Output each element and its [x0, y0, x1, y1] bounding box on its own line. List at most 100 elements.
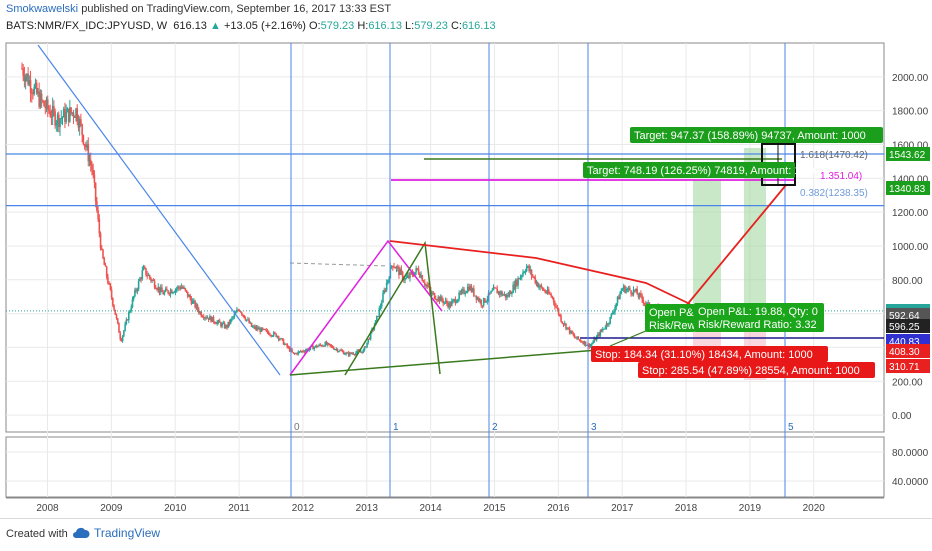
candle-body — [554, 302, 556, 307]
candle-body — [344, 353, 346, 355]
drawing-layer — [6, 43, 884, 497]
high-value: 616.13 — [368, 20, 402, 32]
candle-body — [640, 293, 642, 296]
price-tag: 596.25 — [889, 322, 920, 333]
candle-body — [566, 327, 568, 329]
price-tag: 440.83 — [889, 337, 920, 348]
candle-body — [153, 280, 156, 288]
candle-body — [227, 321, 230, 328]
candle-body — [447, 303, 449, 308]
price-tag: 408.30 — [889, 347, 920, 358]
author-link[interactable]: Smokwawelski — [6, 3, 79, 15]
stop-label-bg — [638, 362, 875, 378]
brand-name: TradingView — [94, 526, 161, 540]
target-label: Target: 748.19 (126.25%) 74819, Amount: … — [587, 165, 819, 177]
candle-body — [403, 279, 405, 281]
price-tag-bg — [886, 181, 930, 195]
candle-body — [189, 295, 191, 299]
candle-body — [379, 306, 382, 309]
candle-body — [168, 293, 171, 295]
indicator-pane — [5, 436, 885, 498]
candle-body — [329, 343, 331, 346]
candle-body — [620, 290, 623, 294]
close-value: 616.13 — [461, 20, 496, 32]
candle-body — [82, 134, 85, 145]
candle-body — [622, 286, 625, 289]
candle-body — [390, 265, 393, 267]
y-tick-label: 1200.00 — [892, 208, 929, 219]
candle-body — [555, 306, 557, 308]
candle-body — [275, 333, 277, 337]
candle-body — [295, 353, 297, 355]
candle-body — [636, 289, 638, 295]
candle-body — [126, 319, 129, 321]
dashed-line — [289, 262, 389, 267]
candle-body — [626, 288, 629, 290]
candle-body — [476, 297, 479, 300]
candle-body — [174, 289, 177, 293]
open-value: 579.23 — [320, 20, 355, 32]
candle-body — [221, 323, 223, 327]
trend-line — [37, 44, 281, 376]
candle-body — [318, 344, 320, 347]
candle-body — [233, 313, 236, 317]
x-tick-label: 2016 — [547, 503, 570, 514]
candle-body — [135, 289, 137, 291]
candle-body — [625, 289, 627, 293]
candle-body — [258, 328, 260, 330]
candle-body — [471, 288, 474, 292]
candle-body — [547, 289, 550, 294]
price-chart[interactable]: 0 1 2 3 5 1.618(1470.42) 1.351.04) 0.382(1238.3… — [0, 0, 932, 518]
candle-body — [609, 316, 611, 324]
candle-body — [544, 290, 546, 293]
candle-body — [304, 350, 307, 352]
candle-body — [394, 267, 397, 269]
candle-body — [422, 281, 425, 283]
candle-body — [517, 278, 519, 286]
candle-body — [125, 319, 128, 325]
candle-body — [377, 316, 379, 318]
candle-body — [470, 286, 473, 292]
candle-body — [164, 288, 167, 292]
candle-body — [94, 182, 97, 201]
open-pl-label: Open P&L: — [649, 307, 703, 319]
candle-body — [385, 282, 388, 291]
close-label: C: — [450, 20, 462, 32]
candle-body — [593, 338, 595, 343]
candle-body — [538, 286, 540, 288]
candle-body — [166, 288, 168, 291]
candle-body — [342, 351, 345, 355]
candle-body — [409, 272, 411, 278]
x-tick-label: 2011 — [228, 503, 250, 514]
candle-body — [597, 333, 599, 337]
candle-body — [259, 328, 261, 332]
open-pl-label-bg — [645, 304, 695, 332]
footer: Created with TradingView — [0, 518, 932, 551]
candle-body — [44, 106, 47, 109]
candle-body — [604, 327, 607, 329]
candle-body — [65, 112, 67, 122]
candle-body — [576, 336, 578, 339]
candle-body — [92, 170, 94, 175]
tradingview-logo[interactable]: TradingView — [72, 526, 160, 540]
candle-body — [410, 272, 413, 274]
candle-body — [146, 275, 149, 277]
candle-body — [322, 345, 324, 347]
high-label: H: — [357, 20, 369, 32]
pattern-line — [344, 240, 441, 376]
candle-body — [534, 277, 537, 284]
candle-body — [460, 290, 463, 294]
candle-body — [285, 343, 287, 345]
candle-body — [269, 334, 271, 336]
candle-body — [489, 292, 491, 294]
candle-body — [590, 343, 593, 346]
candle-body — [264, 329, 266, 331]
candle-body — [500, 291, 502, 295]
candle-body — [323, 345, 325, 347]
candle-body — [209, 316, 211, 320]
candle-body — [511, 292, 513, 295]
candle-body — [256, 327, 259, 330]
candle-body — [419, 273, 421, 278]
candle-body — [578, 339, 581, 341]
candle-body — [114, 309, 117, 315]
